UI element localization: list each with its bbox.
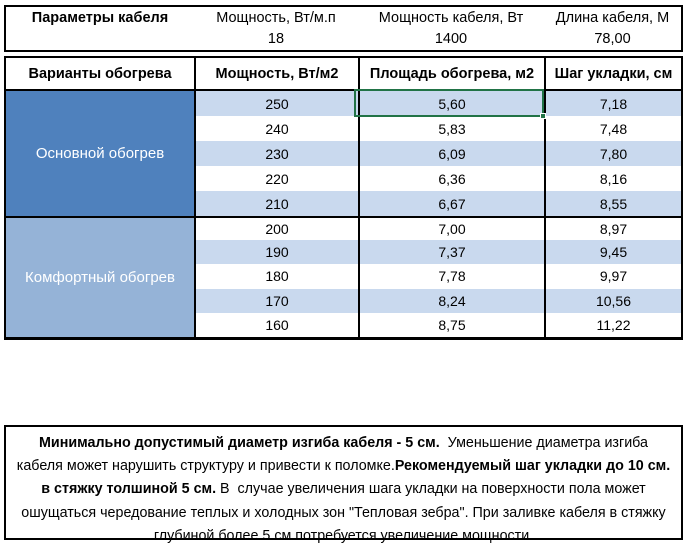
cell-step[interactable]: 8,55 [544, 191, 681, 216]
cell-power[interactable]: 210 [194, 191, 358, 216]
cell-area[interactable]: 7,37 [358, 240, 544, 265]
installation-note: Минимально допустимый диаметр изгиба каб… [4, 425, 683, 544]
note-bold-min-bend-diameter: Минимально допустимый диаметр изгиба каб… [39, 435, 444, 451]
cell-step[interactable]: 7,18 [544, 91, 681, 116]
cable-parameters-title[interactable]: Параметры кабеля [31, 9, 169, 26]
cell-step[interactable]: 8,16 [544, 166, 681, 191]
cell-power[interactable]: 250 [194, 91, 358, 116]
note-text: Уменьшение диаметра изгиба кабеля может … [16, 435, 652, 475]
cell-area-selected[interactable]: 5,60 [358, 91, 544, 116]
cable-length-value[interactable]: 78,00 [594, 31, 631, 48]
cell-power[interactable]: 160 [194, 312, 358, 337]
cell-area[interactable]: 6,67 [358, 191, 544, 216]
header-variants[interactable]: Варианты обогрева [28, 65, 172, 82]
cell-area[interactable]: 8,75 [358, 312, 544, 337]
cell-power[interactable]: 200 [194, 216, 358, 241]
cell-power[interactable]: 190 [194, 240, 358, 265]
cell-step[interactable]: 7,80 [544, 141, 681, 166]
cell-area[interactable]: 8,24 [358, 288, 544, 313]
cell-area[interactable]: 6,09 [358, 141, 544, 166]
cell-power[interactable]: 240 [194, 116, 358, 141]
cell-power[interactable]: 170 [194, 288, 358, 313]
cell-area[interactable]: 7,00 [358, 216, 544, 241]
cell-step[interactable]: 9,97 [544, 264, 681, 289]
cell-area[interactable]: 6,36 [358, 166, 544, 191]
cell-power[interactable]: 230 [194, 141, 358, 166]
header-step[interactable]: Шаг укладки, см [544, 58, 681, 89]
cell-step[interactable]: 11,22 [544, 312, 681, 337]
cell-power[interactable]: 220 [194, 166, 358, 191]
header-power[interactable]: Мощность, Вт/м2 [194, 58, 358, 89]
section-label-primary-heating[interactable]: Основной обогрев [6, 91, 194, 216]
cell-step[interactable]: 10,56 [544, 288, 681, 313]
cell-power[interactable]: 180 [194, 264, 358, 289]
cell-area[interactable]: 5,83 [358, 116, 544, 141]
cable-power-label[interactable]: Мощность кабеля, Вт [378, 9, 524, 26]
power-per-meter-label[interactable]: Мощность, Вт/м.п [216, 9, 336, 26]
header-area[interactable]: Площадь обогрева, м2 [358, 58, 544, 89]
note-bold-recommended-step: Рекомендуемый шаг укладки до 10 см. в ст… [41, 458, 675, 498]
table-header-row: Варианты обогрева Мощность, Вт/м2 Площад… [4, 56, 683, 91]
section-label-comfort-heating[interactable]: Комфортный обогрев [6, 216, 194, 337]
cable-power-value[interactable]: 1400 [434, 31, 468, 48]
power-per-meter-value[interactable]: 18 [267, 31, 285, 48]
cell-step[interactable]: 7,48 [544, 116, 681, 141]
note-text: В случае увеличения шага укладки на пове… [21, 481, 670, 544]
cable-parameters-block: Параметры кабеля Мощность, Вт/м.п Мощнос… [4, 5, 683, 52]
cell-area[interactable]: 7,78 [358, 264, 544, 289]
cable-length-label[interactable]: Длина кабеля, М [555, 9, 670, 26]
cell-step[interactable]: 9,45 [544, 240, 681, 265]
cell-step[interactable]: 8,97 [544, 216, 681, 241]
fill-handle[interactable] [540, 113, 546, 119]
heating-options-table: Основной обогрев Комфортный обогрев 250 … [4, 91, 683, 340]
